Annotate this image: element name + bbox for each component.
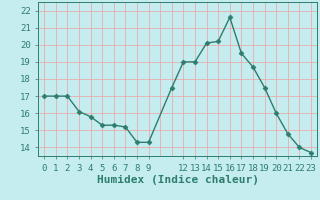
X-axis label: Humidex (Indice chaleur): Humidex (Indice chaleur) (97, 175, 259, 185)
